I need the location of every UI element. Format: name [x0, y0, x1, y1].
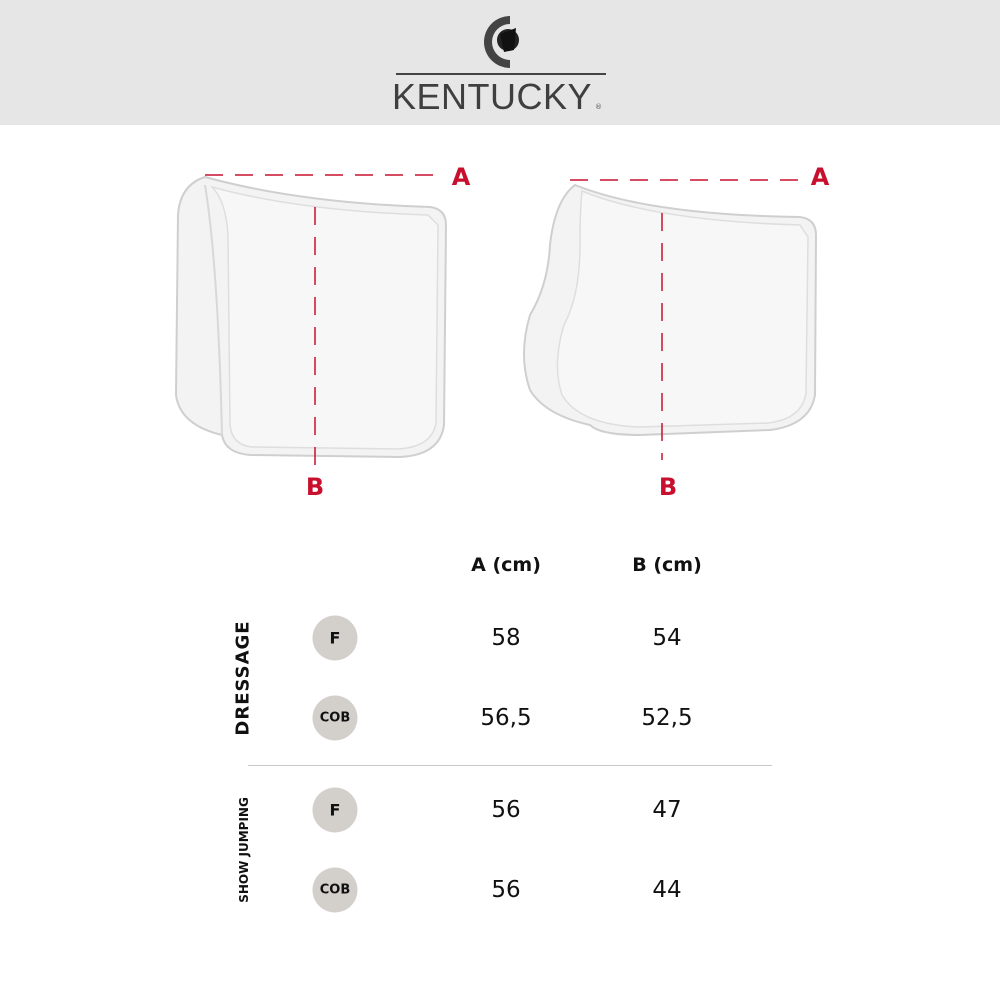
- size-badge: COB: [312, 695, 358, 741]
- jumping-label-a: A: [810, 163, 830, 191]
- value-a: 56: [491, 877, 521, 903]
- dressage-label-a: A: [451, 163, 471, 191]
- logo-rule: [396, 73, 606, 75]
- group-label-show-jumping: SHOW JUMPING: [237, 797, 251, 903]
- saddle-pad-diagrams: [174, 174, 818, 467]
- dressage-pad-image: [174, 175, 448, 459]
- column-header-a: A (cm): [471, 554, 541, 576]
- show-jumping-pad-image: [523, 183, 818, 437]
- value-b: 54: [652, 625, 682, 651]
- value-a: 58: [491, 625, 521, 651]
- header-banner: KENTUCKY ®: [0, 0, 1000, 125]
- value-b: 47: [652, 797, 682, 823]
- column-header-b: B (cm): [632, 554, 702, 576]
- dressage-label-b: B: [305, 473, 325, 501]
- brand-logo: KENTUCKY ®: [392, 76, 602, 118]
- size-badge: F: [312, 615, 358, 661]
- value-b: 52,5: [641, 705, 693, 731]
- registered-mark: ®: [595, 103, 603, 111]
- value-b: 44: [652, 877, 682, 903]
- group-label-dressage: DRESSAGE: [232, 620, 254, 736]
- brand-logo-text: KENTUCKY: [392, 76, 593, 117]
- value-a: 56: [491, 797, 521, 823]
- measure-lines: [205, 174, 800, 467]
- size-badge: F: [312, 787, 358, 833]
- size-badge: COB: [312, 867, 358, 913]
- kentucky-horse-logo-icon: [484, 16, 519, 68]
- value-a: 56,5: [480, 705, 532, 731]
- group-divider: [248, 765, 772, 766]
- jumping-label-b: B: [658, 473, 678, 501]
